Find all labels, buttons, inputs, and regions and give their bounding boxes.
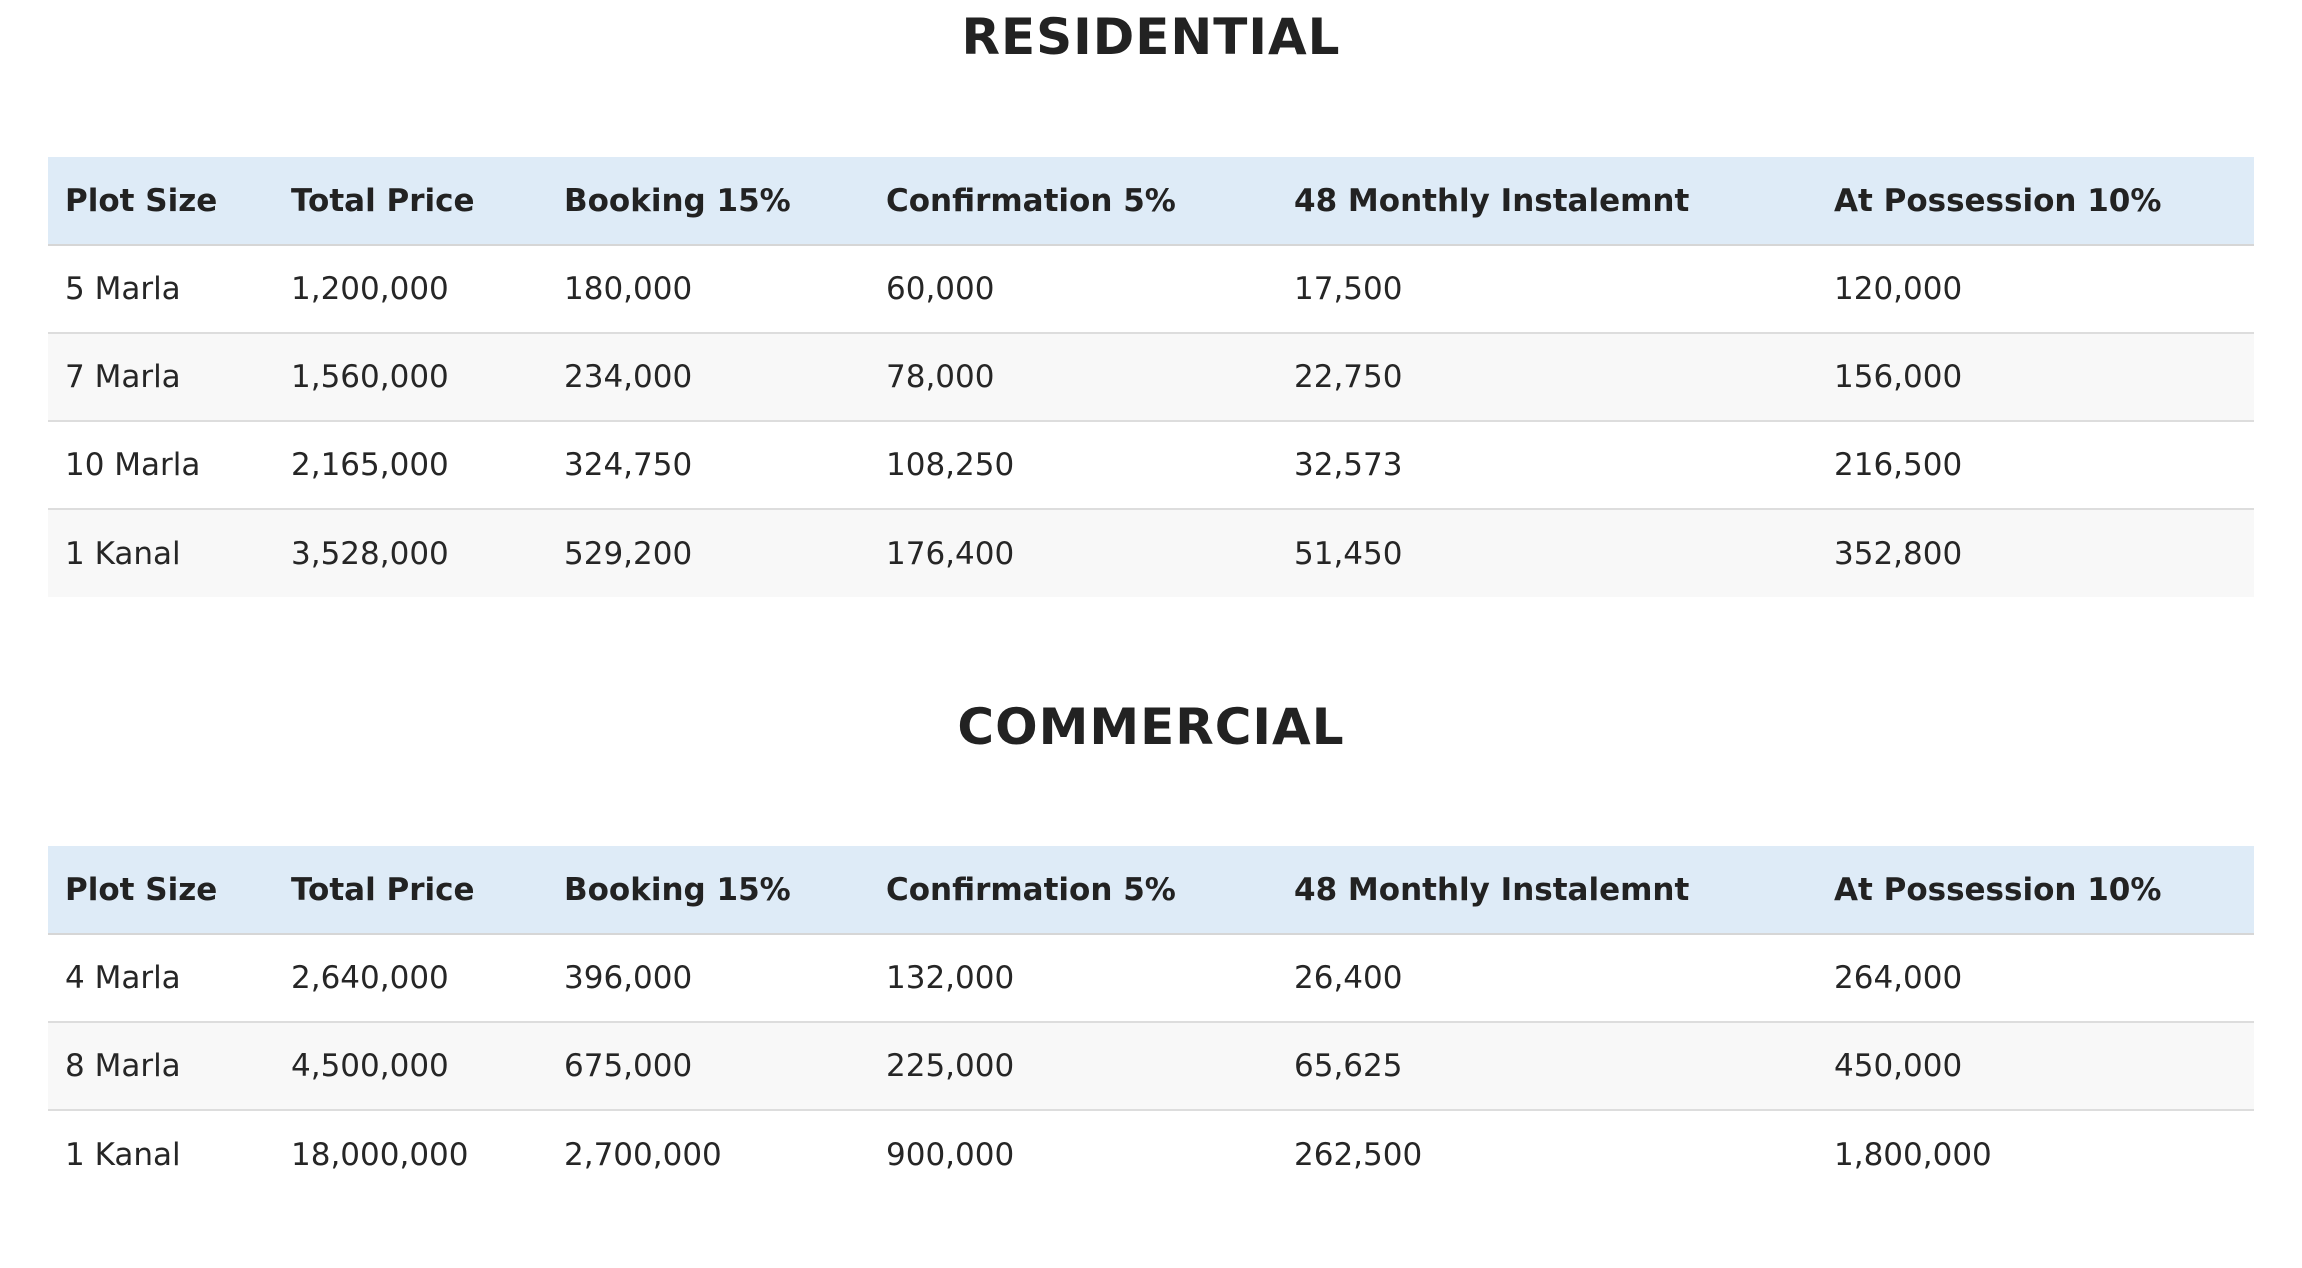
table-row: 5 Marla 1,200,000 180,000 60,000 17,500 120,0… [48,245,2254,333]
column-header-at-possession: At Possession 10% [1817,157,2254,246]
cell-total-price: 3,528,000 [291,535,449,572]
cell-at-possession: 156,000 [1834,359,1963,395]
cell-total-price: 2,640,000 [291,960,449,996]
cell-confirmation: 900,000 [886,1136,1015,1173]
cell-plot-size: 8 Marla [65,1048,181,1084]
cell-plot-size: 1 Kanal [65,1136,181,1173]
cell-monthly-instalment: 51,450 [1294,535,1403,572]
cell-at-possession: 120,000 [1834,271,1963,307]
column-header-monthly-instalment: 48 Monthly Instalemnt [1277,157,1817,246]
table-row: 7 Marla 1,560,000 234,000 78,000 22,750 156,0… [48,333,2254,421]
cell-plot-size: 1 Kanal [65,535,181,572]
column-header-booking: Booking 15% [547,157,869,246]
cell-booking: 180,000 [564,271,693,307]
table-row: 10 Marla 2,165,000 324,750 108,250 32,573 216… [48,421,2254,509]
cell-total-price: 1,200,000 [291,271,449,307]
table-row: 1 Kanal 3,528,000 529,200 176,400 51,450 352,… [48,509,2254,597]
cell-at-possession: 264,000 [1834,960,1963,996]
column-header-plot-size: Plot Size [48,157,274,246]
commercial-title: COMMERCIAL [957,698,1345,756]
cell-monthly-instalment: 17,500 [1294,271,1403,307]
cell-confirmation: 225,000 [886,1048,1015,1084]
table-header-row: Plot Size Total Price Booking 15% Confirmat… [48,157,2254,246]
cell-total-price: 2,165,000 [291,447,449,483]
cell-confirmation: 132,000 [886,960,1015,996]
cell-plot-size: 4 Marla [65,960,181,996]
residential-price-table: Plot Size Total Price Booking 15% Confirmat… [48,157,2254,597]
cell-monthly-instalment: 26,400 [1294,960,1403,996]
cell-booking: 396,000 [564,960,693,996]
cell-at-possession: 216,500 [1834,447,1963,483]
column-header-total-price: Total Price [274,157,547,246]
commercial-price-table: Plot Size Total Price Booking 15% Confirmat… [48,846,2254,1198]
commercial-table-header: Plot Size Total Price Booking 15% Confirmat… [48,846,2254,935]
residential-title: RESIDENTIAL [961,8,1341,66]
cell-booking: 2,700,000 [564,1136,722,1173]
column-header-confirmation: Confirmation 5% [869,157,1277,246]
residential-table-body: 5 Marla 1,200,000 180,000 60,000 17,500 120,0… [48,245,2254,597]
column-header-monthly-instalment: 48 Monthly Instalemnt [1277,846,1817,935]
cell-confirmation: 176,400 [886,535,1015,572]
column-header-booking: Booking 15% [547,846,869,935]
cell-plot-size: 7 Marla [65,359,181,395]
cell-total-price: 18,000,000 [291,1136,469,1173]
cell-monthly-instalment: 22,750 [1294,359,1403,395]
table-row: 1 Kanal 18,000,000 2,700,000 900,000 262,500… [48,1110,2254,1198]
cell-at-possession: 352,800 [1834,535,1963,572]
table-row: 4 Marla 2,640,000 396,000 132,000 26,400 264,… [48,934,2254,1022]
cell-plot-size: 10 Marla [65,447,201,483]
column-header-at-possession: At Possession 10% [1817,846,2254,935]
cell-booking: 324,750 [564,447,693,483]
cell-total-price: 1,560,000 [291,359,449,395]
cell-total-price: 4,500,000 [291,1048,449,1084]
commercial-table-body: 4 Marla 2,640,000 396,000 132,000 26,400 264,… [48,934,2254,1198]
residential-table-header: Plot Size Total Price Booking 15% Confirmat… [48,157,2254,246]
cell-monthly-instalment: 65,625 [1294,1048,1403,1084]
cell-at-possession: 1,800,000 [1834,1136,1992,1173]
column-header-plot-size: Plot Size [48,846,274,935]
cell-confirmation: 108,250 [886,447,1015,483]
cell-booking: 234,000 [564,359,693,395]
cell-confirmation: 60,000 [886,271,995,307]
cell-booking: 675,000 [564,1048,693,1084]
cell-monthly-instalment: 262,500 [1294,1136,1423,1173]
cell-confirmation: 78,000 [886,359,995,395]
cell-booking: 529,200 [564,535,693,572]
cell-monthly-instalment: 32,573 [1294,447,1403,483]
column-header-confirmation: Confirmation 5% [869,846,1277,935]
table-row: 8 Marla 4,500,000 675,000 225,000 65,625 450,… [48,1022,2254,1110]
cell-plot-size: 5 Marla [65,271,181,307]
table-header-row: Plot Size Total Price Booking 15% Confirmat… [48,846,2254,935]
cell-at-possession: 450,000 [1834,1048,1963,1084]
column-header-total-price: Total Price [274,846,547,935]
